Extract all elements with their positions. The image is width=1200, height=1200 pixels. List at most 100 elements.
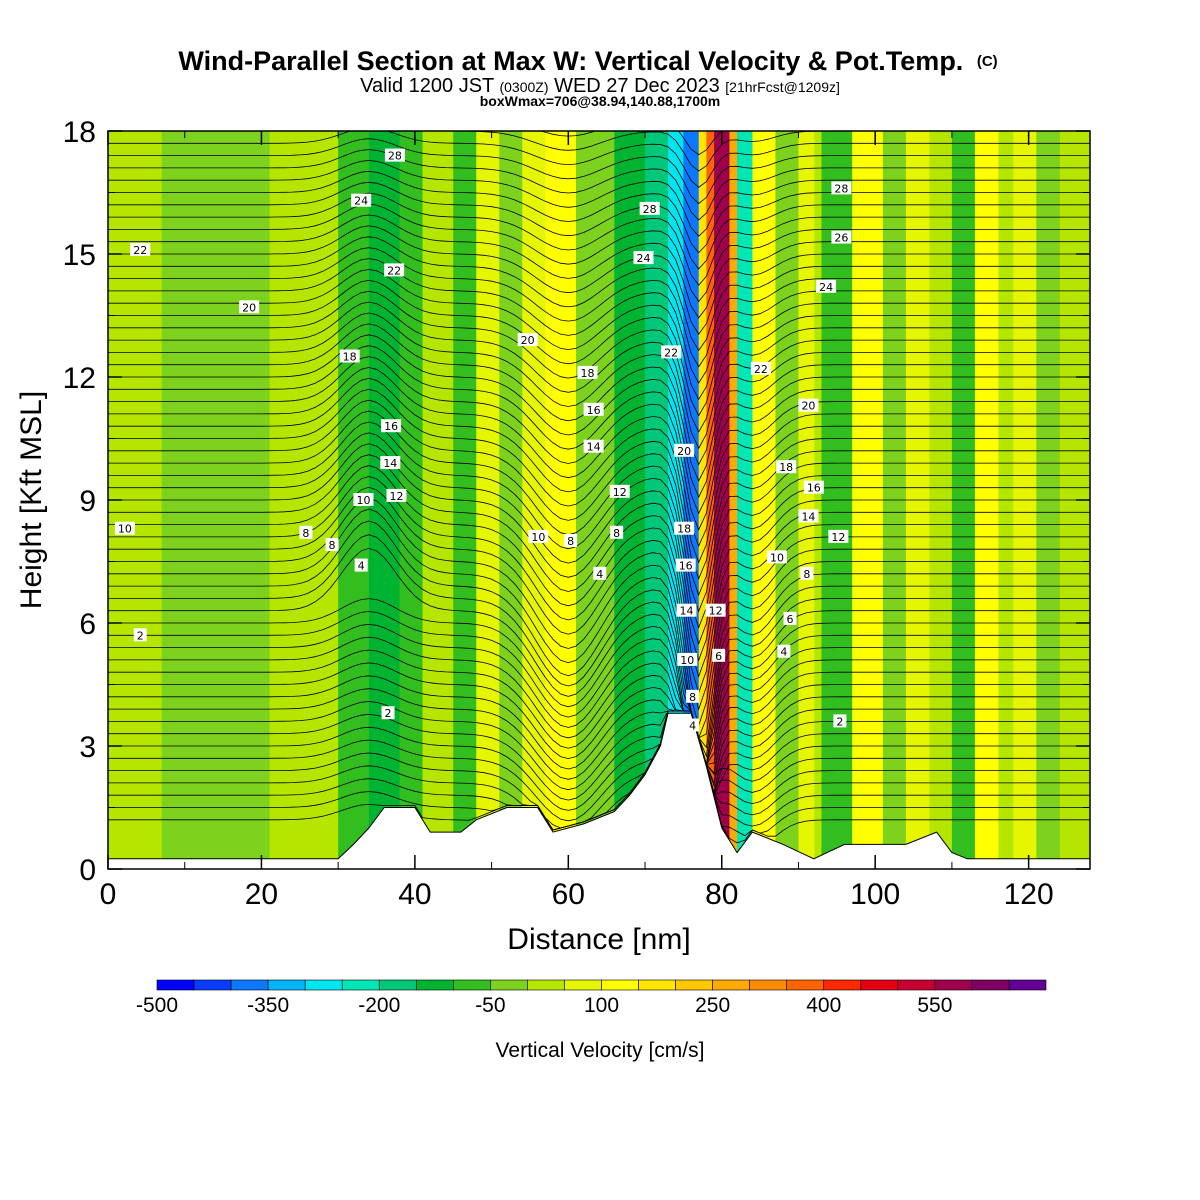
theta-contour-line — [108, 149, 1090, 221]
svg-text:10: 10 — [770, 551, 784, 564]
x-tick-label: 40 — [398, 878, 431, 911]
theta-contour-label: 2 — [833, 714, 847, 728]
theta-contour-line — [108, 710, 1090, 829]
y-tick-label: 12 — [63, 362, 96, 395]
colorbar-title: Vertical Velocity [cm/s] — [496, 1039, 705, 1062]
svg-text:28: 28 — [643, 203, 657, 216]
theta-contour-line — [108, 258, 1090, 384]
theta-contour-label: 24 — [351, 193, 372, 208]
colorbar-swatch — [712, 979, 750, 991]
x-tick-label: 120 — [1004, 878, 1054, 911]
theta-contour-line — [108, 486, 1090, 727]
theta-contour-line — [108, 497, 1090, 740]
colorbar-swatch — [749, 979, 788, 991]
theta-contour-label: 4 — [686, 718, 700, 733]
theta-contour-label: 8 — [564, 534, 578, 548]
svg-text:8: 8 — [689, 691, 696, 704]
theta-contour-line — [108, 236, 1090, 352]
colorbar-swatch — [156, 979, 195, 991]
colorbar-swatch — [638, 979, 676, 991]
velocity-band — [499, 131, 523, 869]
theta-contour-label: 14 — [380, 456, 401, 470]
svg-text:18: 18 — [343, 351, 357, 364]
theta-contour-label: 20 — [517, 333, 538, 347]
svg-text:10: 10 — [356, 494, 370, 507]
colorbar-swatch — [860, 979, 899, 991]
velocity-band — [775, 131, 799, 869]
y-tick-label: 0 — [79, 854, 96, 887]
svg-text:20: 20 — [677, 445, 691, 458]
svg-text:10: 10 — [531, 531, 545, 544]
x-tick-label: 60 — [552, 878, 585, 911]
theta-contour-label: 28 — [384, 148, 405, 163]
svg-text:2: 2 — [836, 715, 843, 728]
y-tick-label: 3 — [79, 731, 96, 764]
svg-text:26: 26 — [834, 232, 848, 245]
x-axis-title: Distance [nm] — [507, 923, 690, 956]
svg-text:6: 6 — [715, 650, 722, 663]
velocity-band — [706, 131, 715, 869]
svg-text:12: 12 — [389, 490, 403, 503]
svg-text:2: 2 — [385, 707, 392, 720]
svg-text:10: 10 — [680, 654, 694, 667]
chart-subtitle-box: boxWmax=706@38.94,140.88,1700m — [480, 93, 721, 109]
colorbar-tick-label: -200 — [358, 994, 400, 1017]
svg-text:4: 4 — [780, 646, 787, 659]
colorbar-tick-label: -350 — [247, 994, 289, 1017]
theta-contour-label: 22 — [384, 263, 405, 277]
colorbar-swatch — [453, 979, 491, 991]
theta-contour-label: 8 — [610, 525, 624, 540]
colorbar-swatch — [675, 979, 713, 991]
theta-contour-label: 18 — [577, 365, 598, 380]
theta-contour-label: 8 — [800, 566, 814, 581]
svg-text:8: 8 — [302, 527, 309, 540]
colorbar-swatch — [267, 979, 306, 991]
colorbar-swatch — [823, 979, 862, 991]
velocity-band — [399, 131, 424, 869]
x-tick-label: 20 — [245, 878, 278, 911]
theta-contour-label: 22 — [750, 361, 771, 376]
theta-contour-line — [108, 598, 1090, 765]
colorbar-tick-label: -50 — [475, 994, 505, 1017]
theta-contour-line — [108, 649, 1090, 765]
svg-text:12: 12 — [709, 605, 723, 618]
colorbar-swatch — [304, 979, 343, 991]
colorbar-swatch — [341, 979, 380, 991]
theta-contour-label: 6 — [712, 648, 726, 663]
theta-contour-line — [108, 131, 1090, 172]
colorbar-swatch — [934, 979, 973, 991]
svg-text:22: 22 — [754, 363, 768, 376]
colorbar-swatch — [378, 979, 417, 991]
svg-text:6: 6 — [787, 613, 794, 626]
theta-contour-line — [108, 170, 1090, 254]
theta-contour-line — [108, 520, 1090, 749]
theta-contour-label: 20 — [798, 398, 819, 413]
theta-contour-line — [108, 476, 1090, 711]
theta-contour-label: 10 — [353, 493, 374, 507]
x-tick-label: 80 — [705, 878, 738, 911]
velocity-band — [752, 131, 776, 869]
x-axis: 0 20 40 60 80 100 120 — [100, 131, 1054, 911]
y-tick-label: 15 — [63, 239, 96, 272]
theta-contour-label: 2 — [133, 628, 147, 642]
chart-title: Wind-Parallel Section at Max W: Vertical… — [178, 46, 997, 76]
colorbar-swatch — [971, 979, 1010, 991]
svg-text:12: 12 — [831, 531, 845, 544]
velocity-band — [645, 131, 669, 869]
theta-contour-label: 18 — [776, 460, 797, 474]
theta-contour-line — [108, 388, 1090, 580]
svg-text:28: 28 — [388, 150, 402, 163]
colorbar-tick-label: -500 — [136, 994, 178, 1017]
theta-contour-line — [108, 675, 1090, 785]
theta-contour-line — [108, 611, 1090, 767]
colorbar-swatch — [527, 979, 565, 991]
y-axis: 0 3 6 9 12 15 18 — [63, 116, 1090, 887]
theta-contour-line — [108, 662, 1090, 774]
velocity-band — [729, 131, 738, 869]
theta-contour-label: 14 — [583, 439, 604, 454]
theta-contour-line — [108, 410, 1090, 613]
colorbar-tick-labels: -500 -350 -200 -50 100 250 400 550 — [136, 994, 952, 1017]
svg-text:4: 4 — [689, 720, 696, 733]
svg-text:4: 4 — [596, 568, 603, 581]
theta-contour-label: 24 — [633, 251, 654, 265]
